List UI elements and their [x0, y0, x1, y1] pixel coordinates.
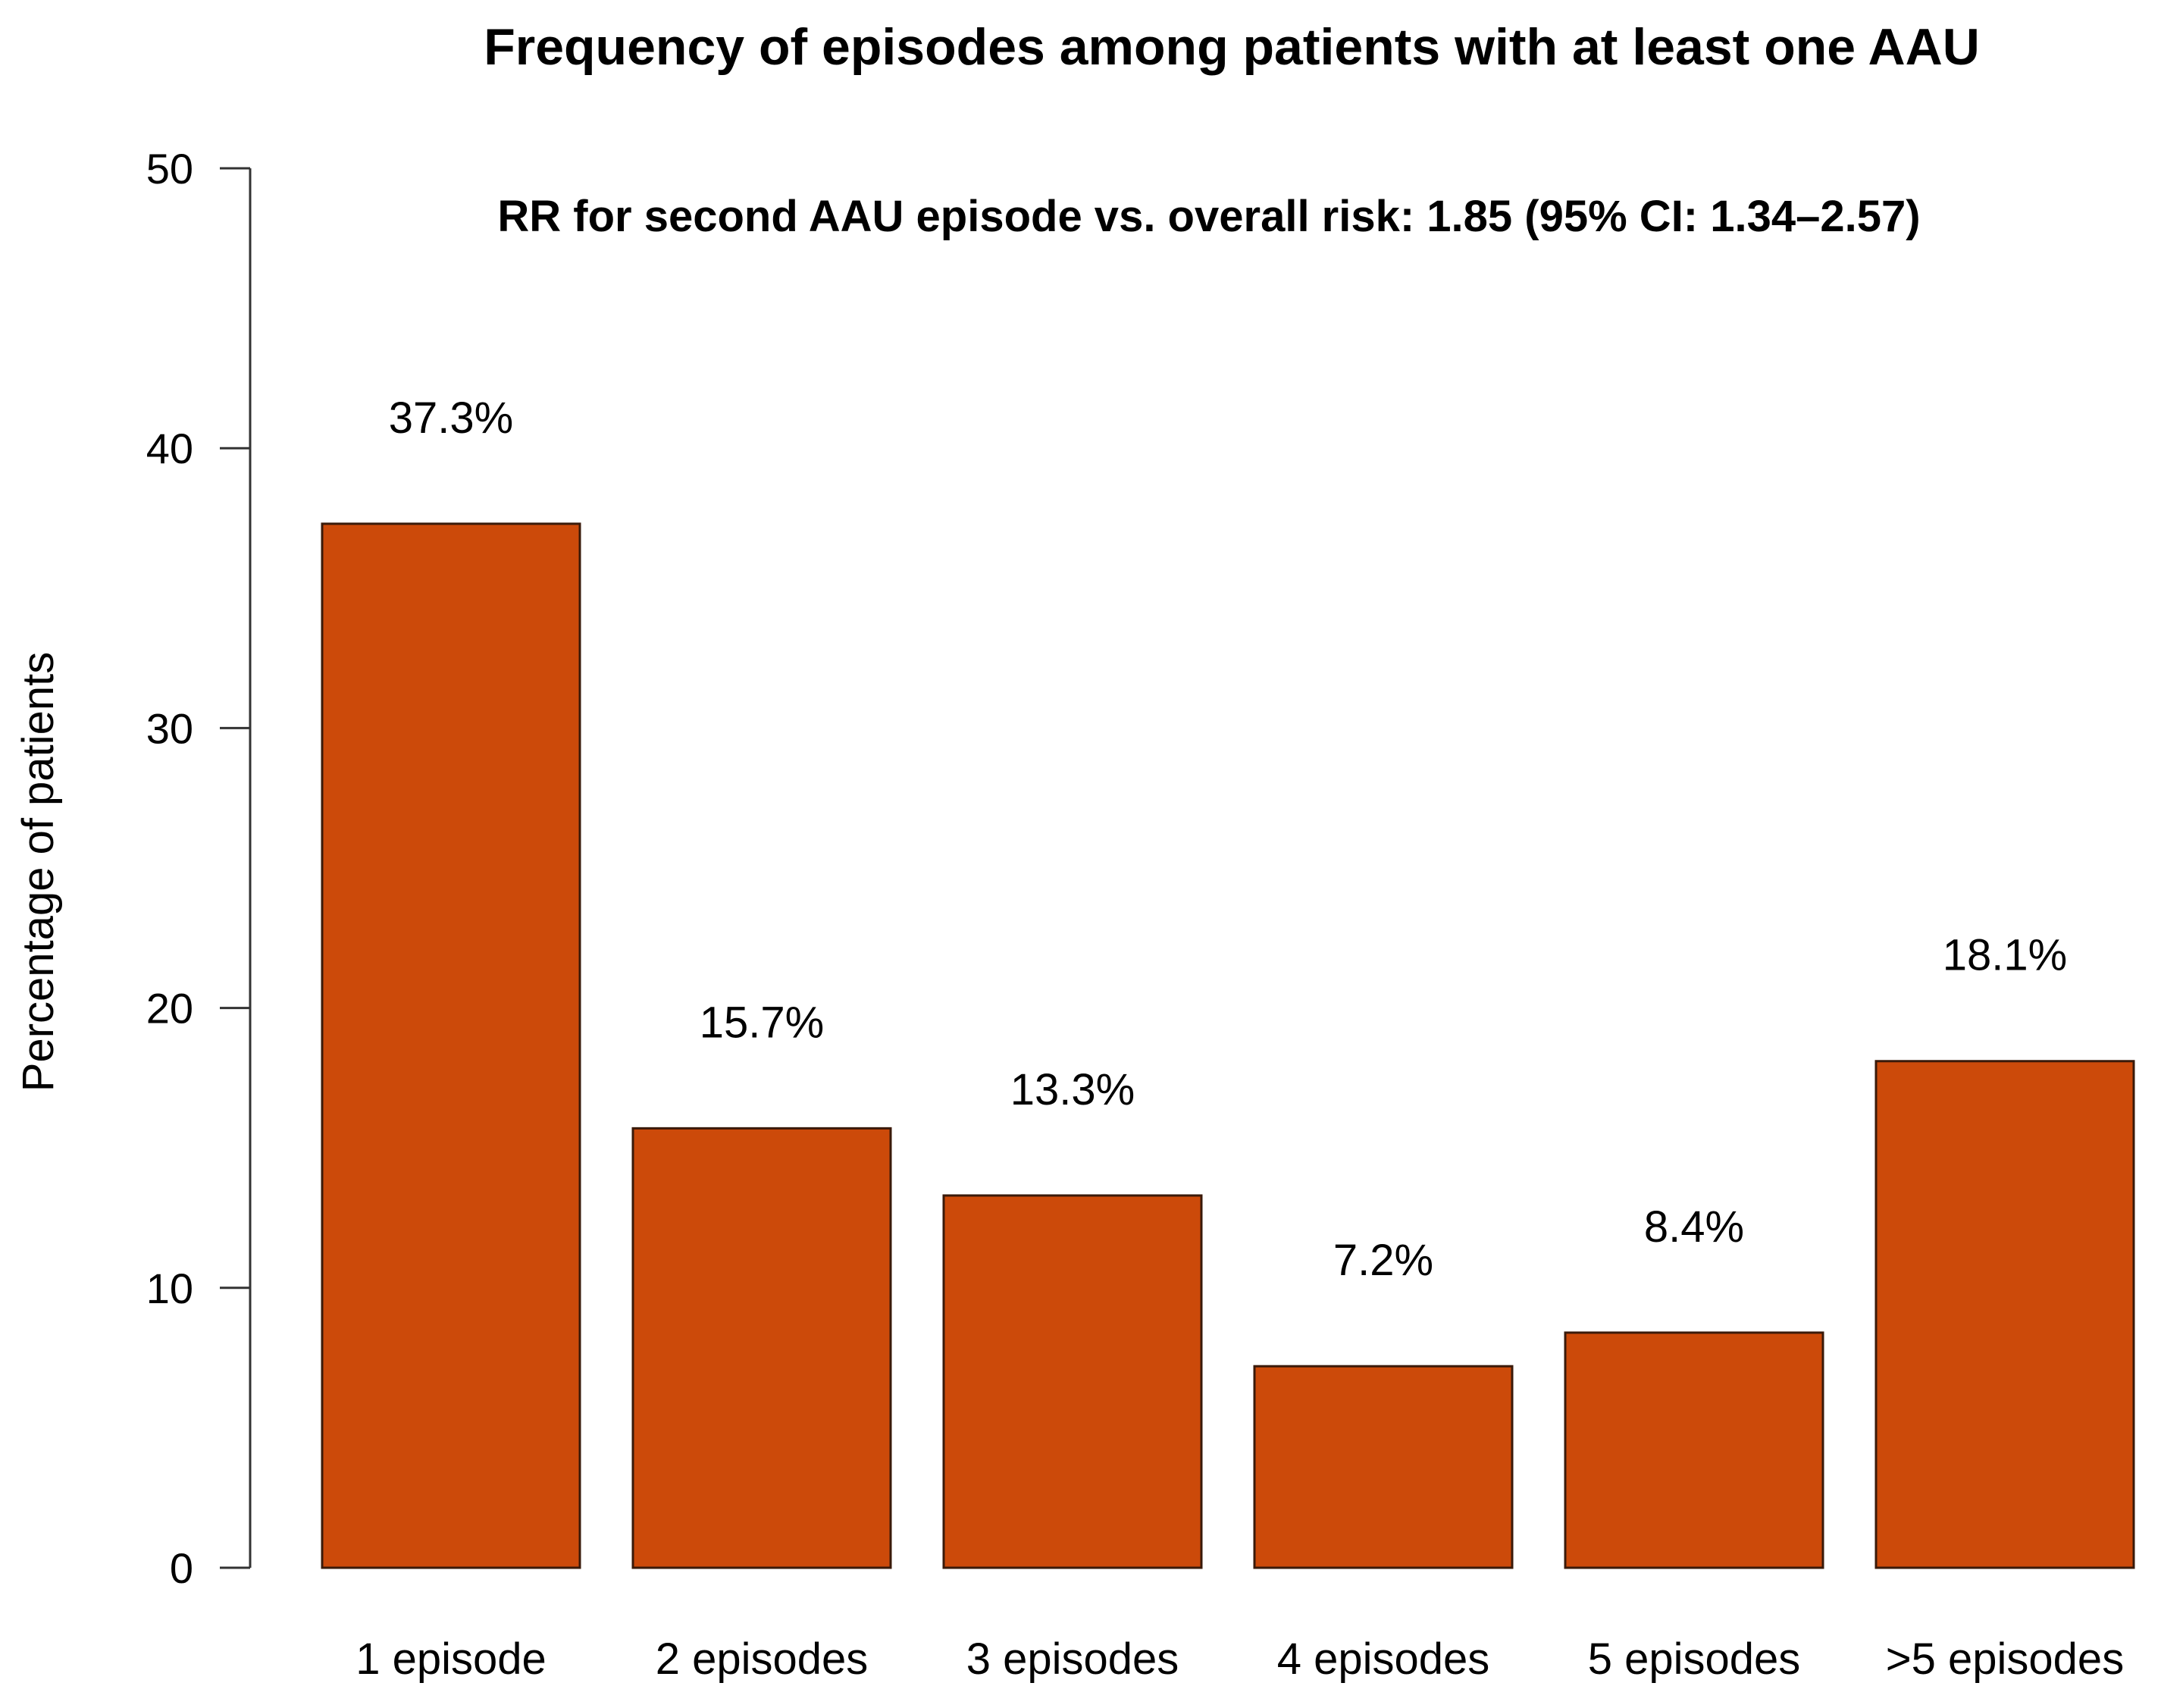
bar-1	[321, 522, 581, 1569]
value-label-5: 8.4%	[1644, 1202, 1744, 1252]
category-label-3: 3 episodes	[966, 1634, 1179, 1684]
value-labels-group: 37.3% 15.7% 13.3% 7.2% 8.4% 18.1%	[389, 393, 2067, 1285]
bar-3	[942, 1194, 1203, 1569]
category-label-4: 4 episodes	[1277, 1634, 1490, 1684]
category-label-6: >5 episodes	[1886, 1634, 2124, 1684]
y-axis-label: Percentage of patients	[14, 652, 63, 1092]
value-label-1: 37.3%	[389, 393, 513, 443]
y-tick-label: 20	[146, 985, 193, 1033]
value-label-3: 13.3%	[1010, 1065, 1135, 1114]
bar-2	[631, 1127, 892, 1569]
y-axis: 0 10 20 30 40 50	[146, 145, 252, 1592]
y-tick-label: 40	[146, 425, 193, 472]
category-labels-group: 1 episode 2 episodes 3 episodes 4 episodes 5…	[355, 1634, 2124, 1684]
y-tick-label: 0	[170, 1544, 193, 1592]
bar-6	[1874, 1060, 2135, 1569]
category-label-1: 1 episode	[355, 1634, 547, 1684]
value-label-2: 15.7%	[700, 998, 824, 1047]
category-label-2: 2 episodes	[656, 1634, 869, 1684]
bar-4	[1253, 1365, 1514, 1569]
category-label-5: 5 episodes	[1588, 1634, 1801, 1684]
rr-annotation: RR for second AAU episode vs. overall ri…	[497, 192, 1920, 241]
value-label-6: 18.1%	[1943, 931, 2067, 980]
value-label-4: 7.2%	[1333, 1236, 1433, 1285]
chart-title: Frequency of episodes among patients wit…	[484, 18, 1980, 76]
bars-group	[321, 522, 2135, 1569]
bar-5	[1564, 1331, 1824, 1569]
y-tick-label: 10	[146, 1265, 193, 1312]
y-tick-label: 50	[146, 145, 193, 193]
y-tick-label: 30	[146, 704, 193, 752]
